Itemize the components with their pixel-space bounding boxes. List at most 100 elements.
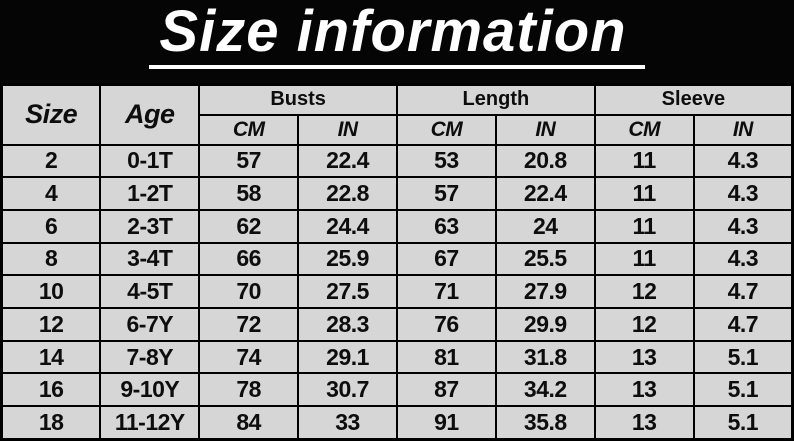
cell-size: 8: [0, 241, 102, 277]
cell-bust-in: 22.4: [297, 143, 398, 179]
cell-length-cm: 76: [396, 307, 497, 342]
cell-length-in: 27.9: [494, 274, 596, 310]
cell-age: 7-8Y: [99, 339, 201, 375]
cell-length-cm: 91: [396, 405, 497, 441]
cell-bust-in: 29.1: [297, 339, 398, 375]
unit-header-row: CM IN CM IN CM IN: [2, 113, 794, 146]
cell-length-in: 34.2: [494, 372, 596, 408]
cell-bust-in: 33: [297, 405, 398, 441]
column-header-sleeve: Sleeve: [593, 83, 794, 116]
cell-size: 12: [0, 307, 102, 342]
cell-bust-cm: 70: [198, 274, 300, 310]
group-header-row: Size Age Busts Length Sleeve: [0, 83, 794, 146]
cell-age: 4-5T: [99, 274, 201, 310]
cell-age: 9-10Y: [99, 372, 201, 408]
cell-sleeve-cm: 13: [593, 339, 695, 375]
unit-header-length-in: IN: [494, 113, 596, 146]
column-header-size: Size: [0, 83, 102, 146]
cell-length-cm: 87: [396, 372, 497, 408]
cell-sleeve-in: 5.1: [692, 405, 794, 441]
cell-length-cm: 53: [396, 143, 497, 179]
cell-length-cm: 81: [396, 339, 497, 375]
cell-sleeve-in: 4.7: [692, 307, 794, 342]
cell-sleeve-in: 4.3: [692, 176, 794, 211]
unit-header-sleeve-in: IN: [692, 113, 794, 146]
column-header-busts: Busts: [198, 83, 398, 116]
cell-length-in: 31.8: [494, 339, 596, 375]
cell-sleeve-in: 4.7: [692, 274, 794, 310]
size-table: Size Age Busts Length Sleeve CM IN CM IN…: [0, 83, 794, 441]
cell-bust-cm: 74: [198, 339, 300, 375]
cell-sleeve-in: 5.1: [692, 372, 794, 408]
cell-length-in: 24: [494, 208, 596, 244]
cell-bust-cm: 58: [198, 176, 300, 211]
table-row: 18 11-12Y 84 33 91 35.8 13 5.1: [0, 405, 794, 441]
cell-bust-in: 30.7: [297, 372, 398, 408]
cell-size: 4: [0, 176, 102, 211]
table-row: 10 4-5T 70 27.5 71 27.9 12 4.7: [0, 274, 794, 310]
cell-size: 18: [0, 405, 102, 441]
unit-header-busts-cm: CM: [198, 113, 300, 146]
cell-bust-cm: 78: [198, 372, 300, 408]
table-row: 6 2-3T 62 24.4 63 24 11 4.3: [0, 208, 794, 244]
cell-size: 16: [0, 372, 102, 408]
cell-bust-in: 28.3: [297, 307, 398, 342]
cell-age: 2-3T: [99, 208, 201, 244]
cell-sleeve-cm: 11: [593, 208, 695, 244]
cell-age: 0-1T: [99, 143, 201, 179]
unit-header-sleeve-cm: CM: [593, 113, 695, 146]
cell-bust-cm: 57: [198, 143, 300, 179]
cell-bust-in: 24.4: [297, 208, 398, 244]
cell-sleeve-in: 5.1: [692, 339, 794, 375]
cell-size: 14: [0, 339, 102, 375]
cell-length-in: 25.5: [494, 241, 596, 277]
column-header-length: Length: [396, 83, 596, 116]
cell-bust-cm: 62: [198, 208, 300, 244]
cell-length-in: 29.9: [494, 307, 596, 342]
cell-sleeve-in: 4.3: [692, 208, 794, 244]
table-row: 12 6-7Y 72 28.3 76 29.9 12 4.7: [0, 307, 794, 342]
cell-bust-in: 22.8: [297, 176, 398, 211]
table-row: 2 0-1T 57 22.4 53 20.8 11 4.3: [0, 143, 794, 179]
cell-sleeve-cm: 12: [593, 307, 695, 342]
cell-bust-cm: 72: [198, 307, 300, 342]
cell-sleeve-cm: 11: [593, 241, 695, 277]
cell-size: 6: [0, 208, 102, 244]
cell-age: 1-2T: [99, 176, 201, 211]
cell-length-cm: 67: [396, 241, 497, 277]
page-title: Size information: [149, 1, 645, 69]
cell-length-cm: 63: [396, 208, 497, 244]
cell-bust-cm: 84: [198, 405, 300, 441]
table-row: 4 1-2T 58 22.8 57 22.4 11 4.3: [0, 176, 794, 211]
cell-bust-in: 25.9: [297, 241, 398, 277]
cell-age: 3-4T: [99, 241, 201, 277]
cell-length-in: 20.8: [494, 143, 596, 179]
cell-sleeve-cm: 11: [593, 143, 695, 179]
size-table-body: 2 0-1T 57 22.4 53 20.8 11 4.3 4 1-2T 58 22.8 57 22.4 1…: [0, 143, 794, 441]
unit-header-length-cm: CM: [396, 113, 497, 146]
cell-sleeve-cm: 12: [593, 274, 695, 310]
table-row: 8 3-4T 66 25.9 67 25.5 11 4.3: [0, 241, 794, 277]
table-row: 14 7-8Y 74 29.1 81 31.8 13 5.1: [0, 339, 794, 375]
title-band: Size information: [0, 0, 794, 83]
size-table-header: Size Age Busts Length Sleeve CM IN CM IN…: [0, 83, 794, 146]
cell-sleeve-cm: 13: [593, 372, 695, 408]
cell-sleeve-cm: 11: [593, 176, 695, 211]
table-row: 16 9-10Y 78 30.7 87 34.2 13 5.1: [0, 372, 794, 408]
cell-age: 11-12Y: [99, 405, 201, 441]
cell-size: 10: [0, 274, 102, 310]
cell-size: 2: [0, 143, 102, 179]
cell-length-in: 22.4: [494, 176, 596, 211]
cell-length-cm: 57: [396, 176, 497, 211]
cell-sleeve-in: 4.3: [692, 241, 794, 277]
column-header-age: Age: [99, 83, 201, 146]
cell-length-in: 35.8: [494, 405, 596, 441]
cell-sleeve-cm: 13: [593, 405, 695, 441]
cell-age: 6-7Y: [99, 307, 201, 342]
unit-header-busts-in: IN: [297, 113, 398, 146]
cell-sleeve-in: 4.3: [692, 143, 794, 179]
cell-length-cm: 71: [396, 274, 497, 310]
cell-bust-in: 27.5: [297, 274, 398, 310]
cell-bust-cm: 66: [198, 241, 300, 277]
